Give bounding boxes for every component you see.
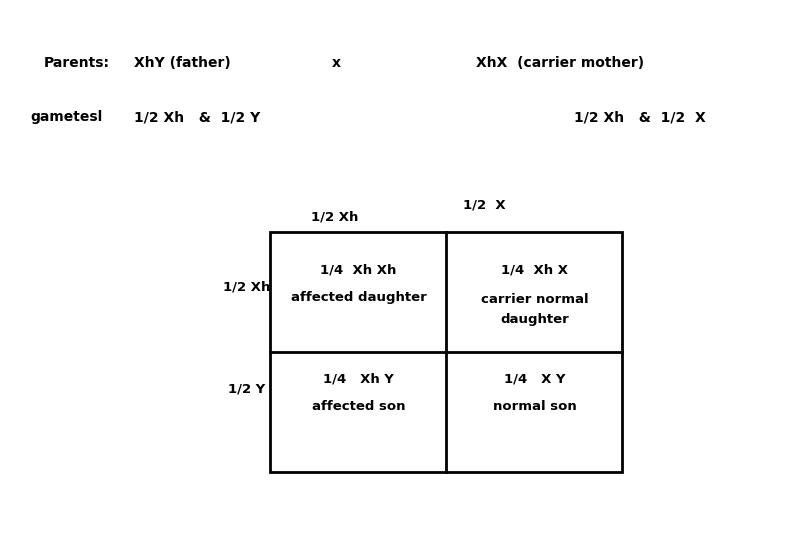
Text: 1/2 Xh   &  1/2  X: 1/2 Xh & 1/2 X <box>574 110 706 124</box>
Text: 1/2 Xh: 1/2 Xh <box>222 280 270 293</box>
Text: daughter: daughter <box>500 313 569 326</box>
Text: 1/2  X: 1/2 X <box>462 198 506 211</box>
Text: 1/4  Xh X: 1/4 Xh X <box>501 264 568 277</box>
Text: 1/2 Xh   &  1/2 Y: 1/2 Xh & 1/2 Y <box>134 110 261 124</box>
Text: normal son: normal son <box>493 400 576 413</box>
Text: XhX  (carrier mother): XhX (carrier mother) <box>476 56 644 70</box>
Text: carrier normal: carrier normal <box>481 293 588 306</box>
Text: XhY (father): XhY (father) <box>134 56 231 70</box>
Text: affected son: affected son <box>312 400 405 413</box>
Text: 1/4  Xh Xh: 1/4 Xh Xh <box>320 264 397 277</box>
Text: Parents:: Parents: <box>44 56 110 70</box>
Text: 1/2 Y: 1/2 Y <box>228 382 265 395</box>
Text: 1/4   X Y: 1/4 X Y <box>504 373 565 386</box>
Text: x: x <box>332 56 341 70</box>
Text: 1/4   Xh Y: 1/4 Xh Y <box>323 373 394 386</box>
Text: affected daughter: affected daughter <box>290 291 426 304</box>
Bar <box>270 232 622 472</box>
Text: gametesl: gametesl <box>30 110 102 124</box>
Text: 1/2 Xh: 1/2 Xh <box>310 211 358 224</box>
